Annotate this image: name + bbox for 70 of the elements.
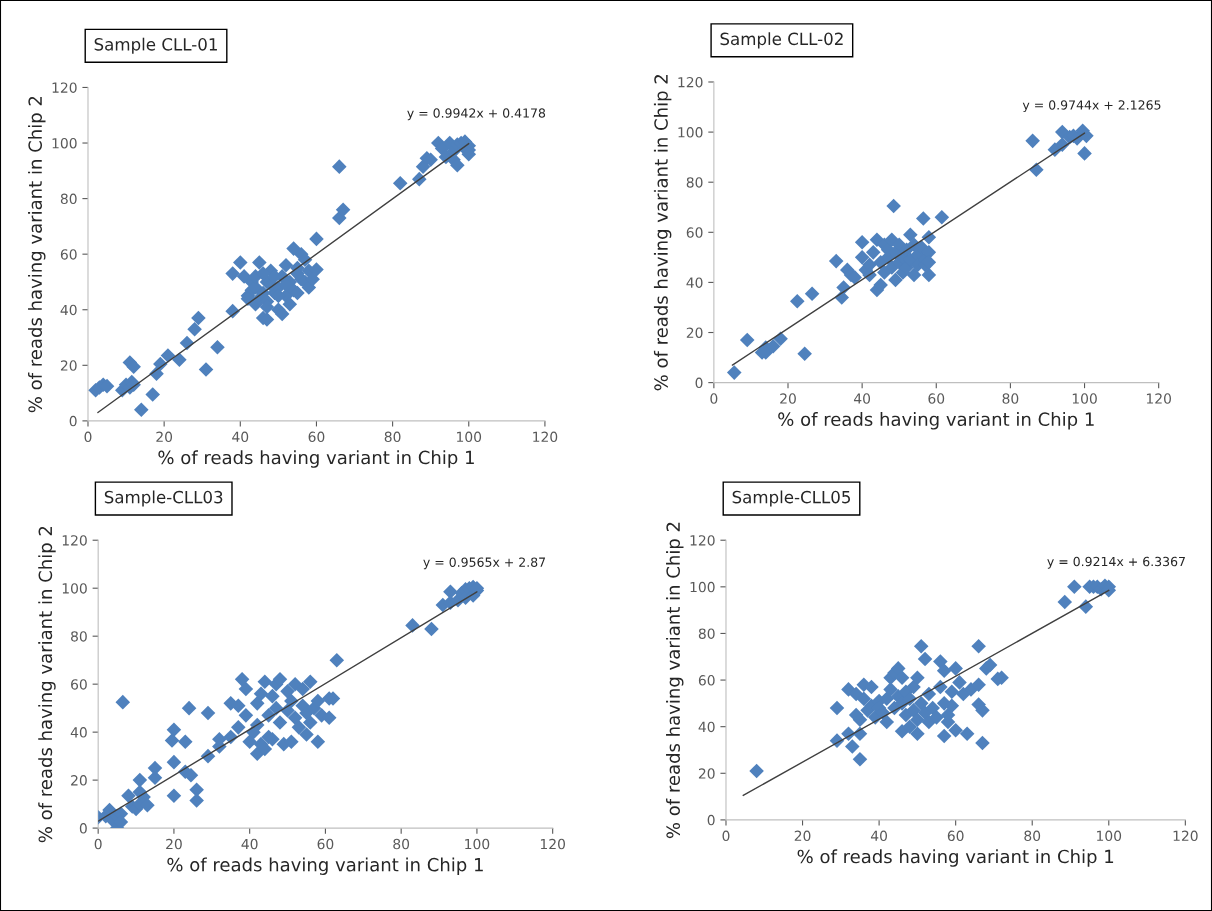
y-tick-label: 40 xyxy=(70,727,87,738)
x-tick-label: 60 xyxy=(317,838,334,850)
y-tick-label: 100 xyxy=(62,583,87,594)
x-tick-label: 40 xyxy=(241,838,258,850)
x-tick-label: 120 xyxy=(533,431,558,443)
x-tick-label: 20 xyxy=(156,431,173,443)
y-tick-label: 80 xyxy=(60,193,77,205)
chart-title: Sample CLL-01 xyxy=(94,37,217,54)
x-tick-label: 60 xyxy=(308,431,325,443)
y-tick-label: 120 xyxy=(690,535,715,546)
y-tick-label: 40 xyxy=(686,277,703,288)
x-tick-label: 120 xyxy=(540,838,565,850)
x-axis-title: % of reads having variant in Chip 1 xyxy=(797,849,1114,867)
y-tick-label: 100 xyxy=(52,138,77,149)
x-tick-label: 100 xyxy=(1097,830,1122,842)
y-tick-label: 100 xyxy=(678,127,703,138)
x-axis-title: % of reads having variant in Chip 1 xyxy=(158,450,474,468)
x-tick-label: 80 xyxy=(393,838,410,850)
x-tick-label: 20 xyxy=(166,838,182,850)
y-tick-label: 60 xyxy=(698,675,715,686)
x-tick-label: 120 xyxy=(1146,393,1171,404)
y-axis-title: % of reads having variant in Chip 2 xyxy=(666,522,684,839)
y-tick-label: 40 xyxy=(60,304,77,316)
x-axis-title: % of reads having variant in Chip 1 xyxy=(778,412,1094,430)
x-tick-label: 0 xyxy=(722,830,730,842)
chart-title: Sample-CLL05 xyxy=(732,490,851,507)
y-tick-label: 0 xyxy=(79,823,87,834)
annotation: y = 0.9565x + 2.87 xyxy=(423,557,546,570)
x-tick-label: 20 xyxy=(780,393,796,404)
x-tick-label: 100 xyxy=(457,431,482,443)
annotation: y = 0.9214x + 6.3367 xyxy=(1047,556,1185,569)
x-tick-label: 40 xyxy=(853,393,871,404)
x-tick-label: 60 xyxy=(947,830,964,842)
x-tick-label: 60 xyxy=(928,393,945,404)
y-tick-label: 20 xyxy=(60,360,77,371)
y-tick-label: 120 xyxy=(62,535,87,546)
y-tick-label: 0 xyxy=(695,377,703,389)
x-tick-label: 80 xyxy=(1002,393,1019,404)
y-tick-label: 20 xyxy=(686,327,703,338)
annotation: y = 0.9744x + 2.1265 xyxy=(1022,100,1161,113)
annotation: y = 0.9942x + 0.4178 xyxy=(407,108,546,121)
chart-title: Sample CLL-02 xyxy=(720,32,843,49)
x-tick-label: 120 xyxy=(1173,830,1198,842)
x-tick-label: 40 xyxy=(232,431,249,443)
x-axis-title: % of reads having variant in Chip 1 xyxy=(167,857,483,875)
y-axis-title: % of reads having variant in Chip 2 xyxy=(28,96,46,413)
y-tick-label: 120 xyxy=(678,76,703,88)
y-tick-label: 0 xyxy=(707,814,715,826)
y-tick-label: 80 xyxy=(698,628,715,639)
y-tick-label: 20 xyxy=(698,768,715,779)
y-tick-label: 60 xyxy=(71,679,87,690)
y-tick-label: 60 xyxy=(686,227,703,238)
y-tick-label: 80 xyxy=(686,177,703,188)
x-tick-label: 20 xyxy=(794,830,811,842)
y-tick-label: 0 xyxy=(69,415,77,427)
y-tick-label: 120 xyxy=(52,82,77,93)
x-tick-label: 0 xyxy=(94,838,102,850)
chart-title: Sample-CLL03 xyxy=(104,490,223,507)
y-axis-title: % of reads having variant in Chip 2 xyxy=(653,75,672,391)
x-tick-label: 80 xyxy=(384,431,401,443)
y-tick-label: 80 xyxy=(71,631,87,642)
x-tick-label: 80 xyxy=(1024,830,1041,842)
y-tick-label: 20 xyxy=(71,775,87,786)
y-tick-label: 60 xyxy=(60,249,77,260)
y-axis-title: % of reads having variant in Chip 2 xyxy=(38,526,56,843)
y-tick-label: 100 xyxy=(690,581,715,593)
x-tick-label: 100 xyxy=(1072,393,1097,404)
x-tick-label: 100 xyxy=(465,838,490,850)
x-tick-label: 40 xyxy=(870,830,888,842)
y-tick-label: 40 xyxy=(698,721,715,733)
